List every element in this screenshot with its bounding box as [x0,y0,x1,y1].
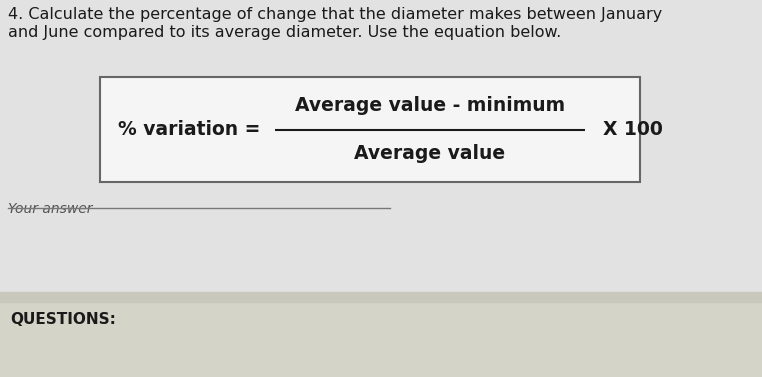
Bar [0,0,762,297]
Bar [0,292,762,302]
Text: Average value: Average value [354,144,505,163]
Bar [0,297,762,377]
Text: QUESTIONS:: QUESTIONS: [10,312,116,327]
Text: % variation =: % variation = [118,120,261,139]
Text: X 100: X 100 [603,120,663,139]
Text: and June compared to its average diameter. Use the equation below.: and June compared to its average diamete… [8,25,562,40]
Text: Average value - minimum: Average value - minimum [295,96,565,115]
Text: Your answer: Your answer [8,202,92,216]
Bar [100,77,640,182]
Text: 4. Calculate the percentage of change that the diameter makes between January: 4. Calculate the percentage of change th… [8,7,662,22]
